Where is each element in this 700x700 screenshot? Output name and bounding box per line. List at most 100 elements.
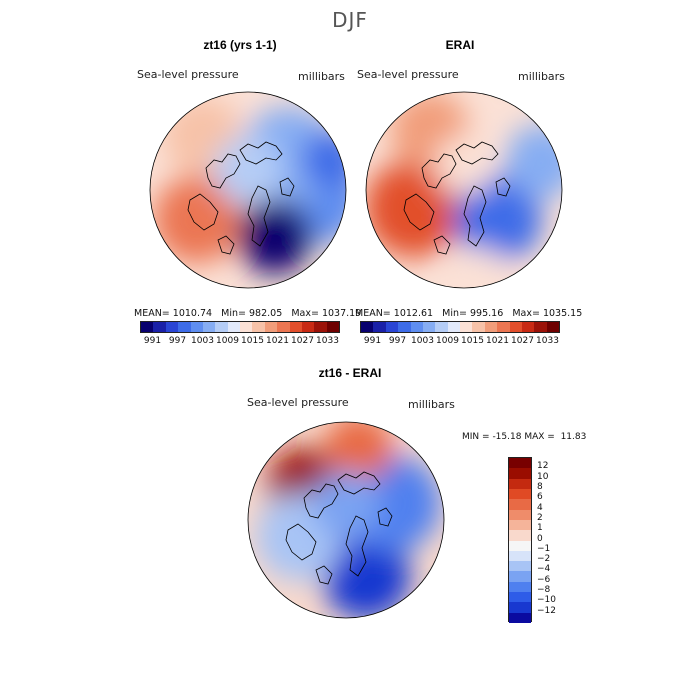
colorbar-tick: −2	[537, 554, 551, 565]
colorbar-cell	[202, 322, 216, 332]
field-blob	[453, 174, 542, 263]
panel-title-model: zt16 (yrs 1-1)	[203, 38, 277, 52]
units-label-erai: millibars	[518, 70, 565, 83]
colorbar-tick: −10	[537, 595, 556, 606]
colorbar-cell	[301, 322, 315, 332]
variable-label-erai: Sea-level pressure	[357, 68, 459, 81]
colorbar-cell	[422, 322, 436, 332]
pressure-field	[248, 422, 444, 618]
colorbar-cell	[509, 571, 531, 582]
colorbar-cell	[509, 592, 531, 603]
colorbar-tick: 991	[363, 336, 382, 346]
max-label: MAX =	[524, 432, 555, 442]
colorbar-model	[140, 321, 340, 333]
polar-map-erai	[365, 91, 563, 289]
colorbar-tick: 1033	[316, 336, 339, 346]
pressure-field	[150, 92, 346, 288]
colorbar-cell	[509, 322, 522, 332]
variable-label-model: Sea-level pressure	[137, 68, 239, 81]
colorbar-cell	[240, 322, 253, 332]
map-border	[149, 91, 347, 289]
colorbar-ticks-model: 991 997 1003 1009 1015 1021 1027 1033	[140, 336, 340, 346]
colorbar-cell	[165, 322, 179, 332]
max-label: Max=	[512, 308, 540, 319]
coastlines	[403, 141, 511, 255]
colorbar-tick: 997	[168, 336, 187, 346]
colorbar-tick: 991	[143, 336, 162, 346]
colorbar-cell	[410, 322, 423, 332]
colorbar-cell	[141, 322, 154, 332]
colorbar-cell	[509, 519, 531, 531]
colorbar-tick: 1015	[461, 336, 484, 346]
mean-label: MEAN=	[355, 308, 391, 319]
colorbar-tick: 997	[388, 336, 407, 346]
colorbar-tick: 1003	[411, 336, 434, 346]
colorbar-cell	[153, 322, 166, 332]
stats-difference: MIN = -15.18 MAX = 11.83	[462, 432, 586, 442]
max-value: 11.83	[560, 432, 587, 442]
colorbar-cell	[277, 322, 290, 332]
coastlines	[187, 141, 295, 255]
colorbar-cell	[509, 499, 531, 510]
field-blob	[152, 175, 242, 264]
colorbar-cell	[215, 322, 228, 332]
pressure-field	[366, 92, 562, 288]
mean-value: 1010.74	[172, 308, 213, 319]
colorbar-cell	[484, 322, 498, 332]
colorbar-cell	[509, 581, 531, 593]
variable-label-difference: Sea-level pressure	[247, 396, 349, 409]
colorbar-cell	[534, 322, 547, 332]
colorbar-cell	[521, 322, 535, 332]
field-blob	[322, 531, 411, 618]
panel-title-difference: zt16 - ERAI	[318, 366, 382, 380]
colorbar-cell	[509, 612, 531, 623]
colorbar-cell	[509, 488, 531, 500]
colorbar-tick: 1027	[291, 336, 314, 346]
colorbar-cell	[509, 458, 531, 469]
colorbar-cell	[264, 322, 278, 332]
field-blob	[449, 247, 509, 288]
colorbar-cell	[289, 322, 302, 332]
colorbar-cell	[190, 322, 203, 332]
colorbar-cell	[497, 322, 510, 332]
colorbar-tick: 4	[537, 502, 543, 513]
colorbar-cell	[509, 561, 531, 572]
colorbar-tick: 1033	[536, 336, 559, 346]
colorbar-cell	[472, 322, 485, 332]
colorbar-tick: 1	[537, 523, 543, 534]
min-label: Min=	[442, 308, 467, 319]
field-blob	[237, 199, 313, 274]
field-blob	[366, 159, 463, 258]
colorbar-erai	[360, 321, 560, 333]
units-label-model: millibars	[298, 70, 345, 83]
colorbar-cell	[361, 322, 374, 332]
colorbar-cell	[509, 478, 531, 489]
field-blob	[213, 136, 283, 205]
colorbar-cell	[509, 509, 531, 520]
colorbar-cell	[252, 322, 265, 332]
colorbar-cell	[326, 322, 339, 332]
colorbar-cell	[509, 602, 531, 613]
colorbar-cell	[460, 322, 473, 332]
field-blob	[434, 136, 494, 195]
mean-label: MEAN=	[134, 308, 170, 319]
colorbar-cell	[509, 540, 531, 551]
map-border	[365, 91, 563, 289]
max-label: Max=	[291, 308, 319, 319]
stats-erai: MEAN= 1012.61 Min= 995.16 Max= 1035.15	[355, 308, 582, 319]
colorbar-tick: 12	[537, 461, 549, 472]
colorbar-tick: −6	[537, 574, 551, 585]
colorbar-cell	[385, 322, 399, 332]
colorbar-tick: 0	[537, 533, 543, 544]
field-blob	[311, 471, 381, 540]
colorbar-tick: 10	[537, 471, 549, 482]
colorbar-tick: 1021	[266, 336, 289, 346]
map-border	[247, 421, 445, 619]
units-label-difference: millibars	[408, 398, 455, 411]
field-blob	[324, 422, 394, 482]
max-value: 1035.15	[542, 308, 583, 319]
colorbar-cell	[373, 322, 386, 332]
polar-map-model	[149, 91, 347, 289]
figure-title: DJF	[332, 8, 368, 32]
min-value: 995.16	[470, 308, 504, 319]
